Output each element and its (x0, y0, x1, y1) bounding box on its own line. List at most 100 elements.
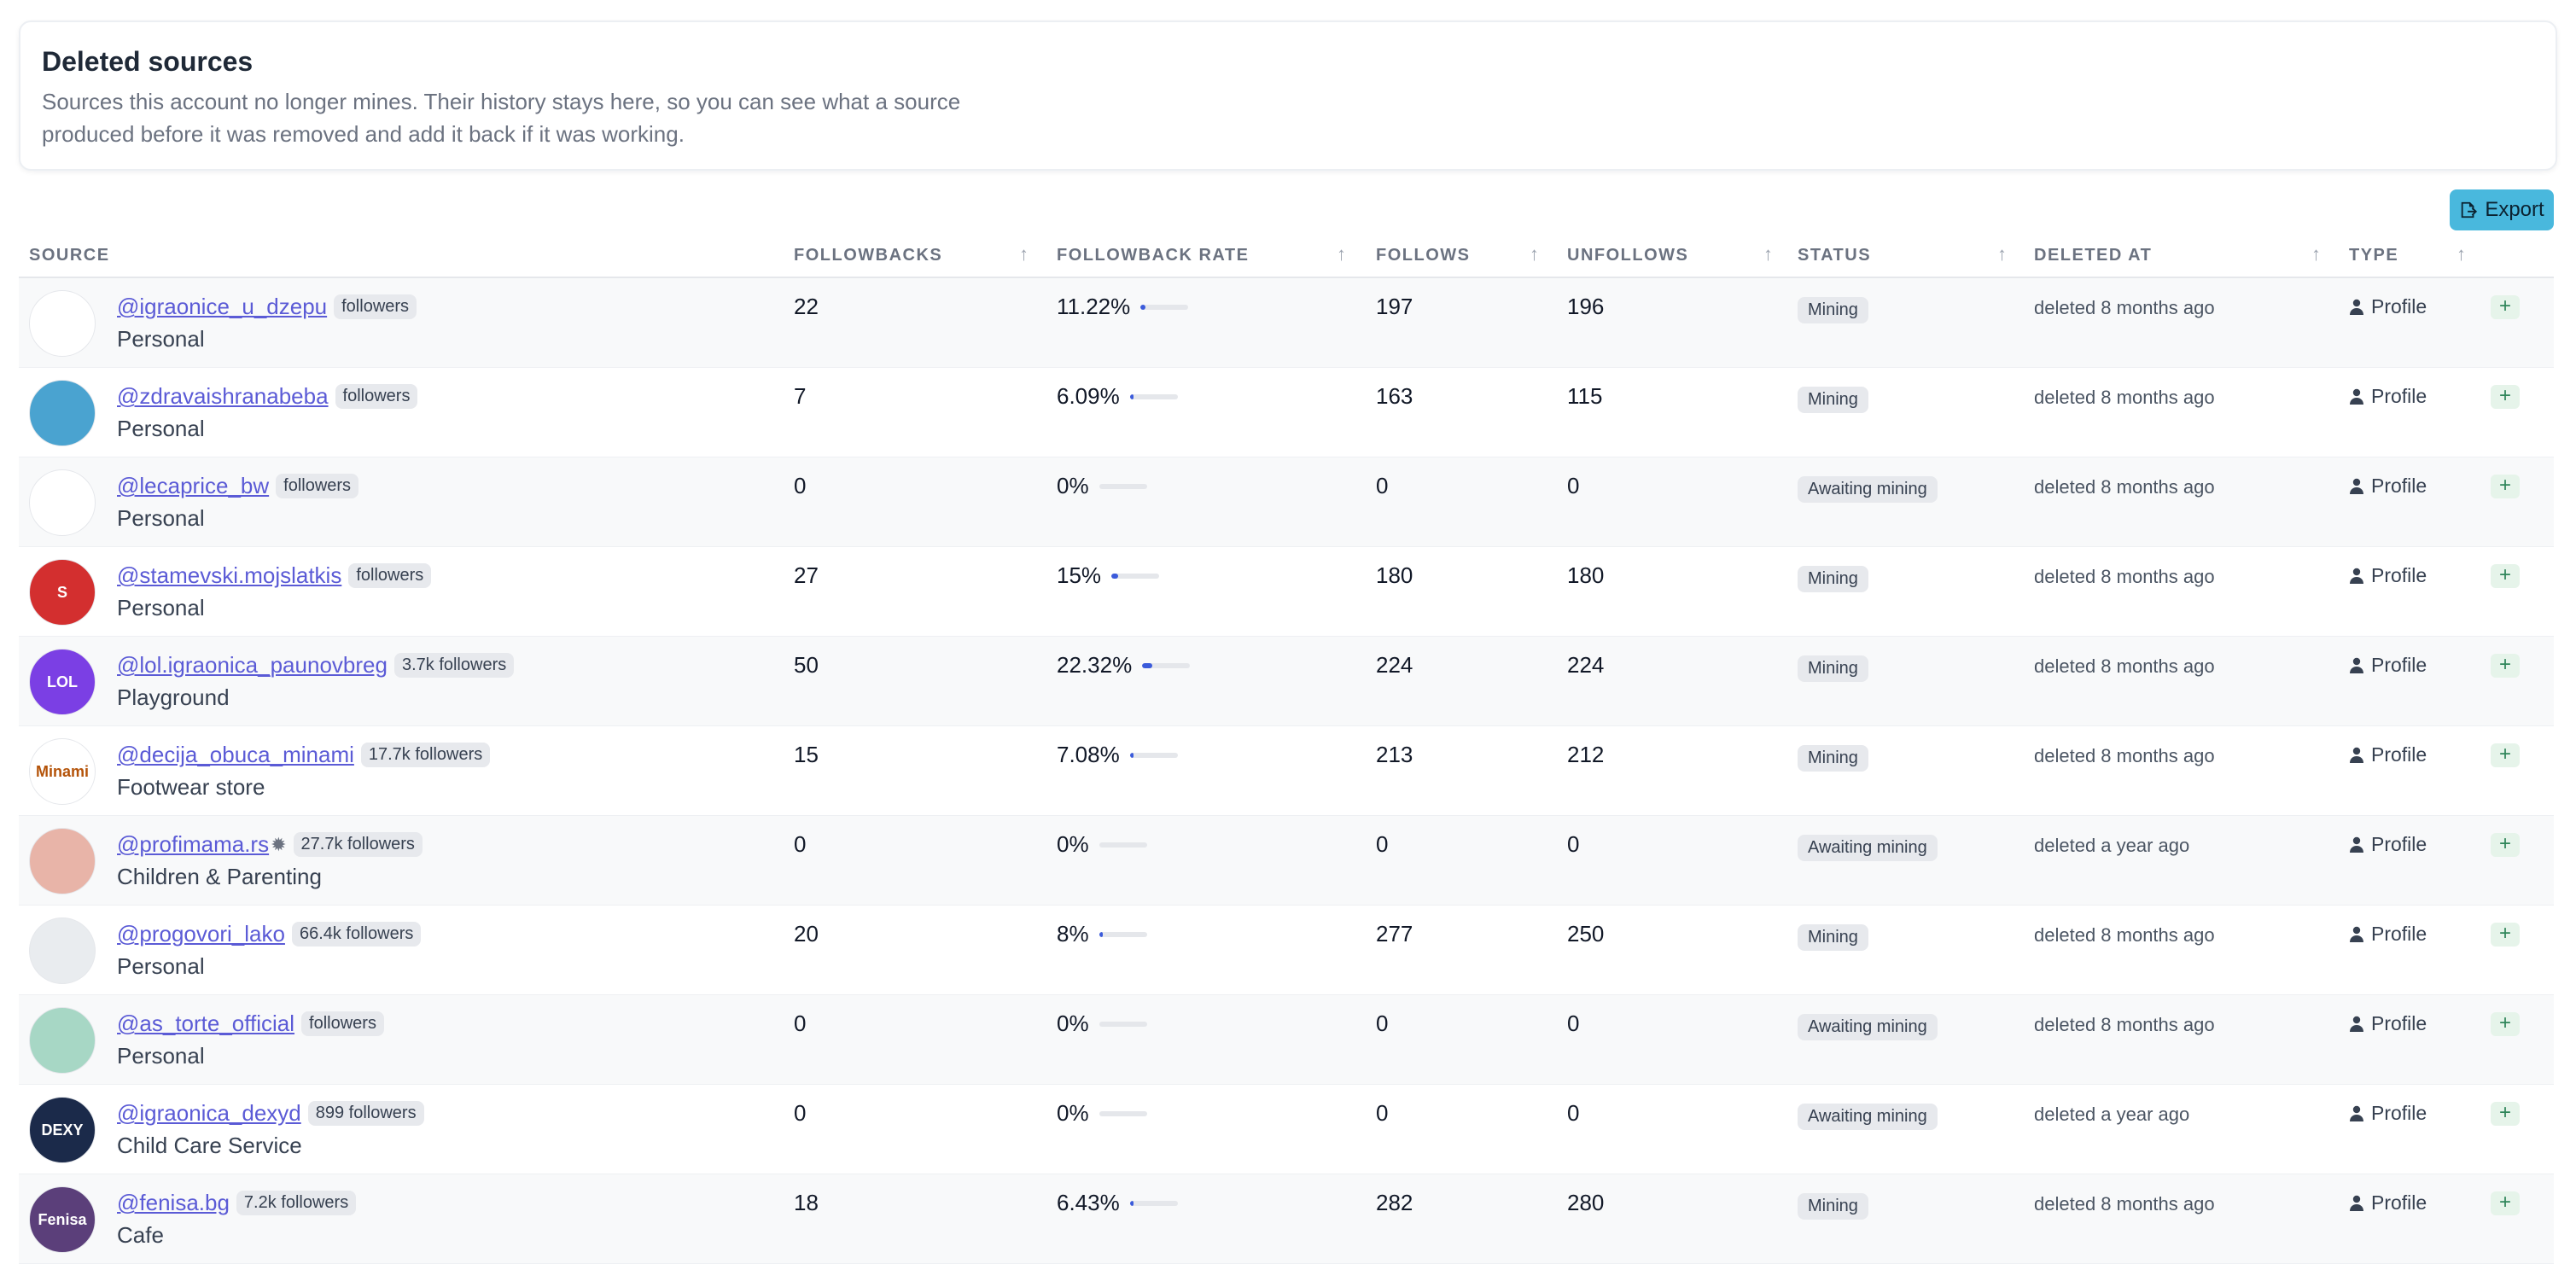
source-link[interactable]: @stamevski.mojslatkis (117, 562, 342, 588)
type-label: Profile (2371, 833, 2427, 855)
followback-rate: 22.32% (1057, 652, 1191, 679)
source-category: Playground (117, 684, 230, 710)
followers-badge: followers (276, 474, 359, 498)
col-deleted-at[interactable]: DELETED AT (2034, 246, 2153, 265)
deleted-at-value: deleted a year ago (2034, 835, 2190, 856)
avatar (29, 1007, 96, 1074)
export-button[interactable]: Export (2450, 189, 2554, 230)
add-source-back-button[interactable]: + (2491, 654, 2520, 678)
unfollows-value: 196 (1567, 294, 1605, 319)
source-category: Personal (117, 595, 205, 620)
col-source: SOURCE (29, 246, 110, 265)
deleted-at-value: deleted 8 months ago (2034, 1014, 2215, 1035)
unfollows-value: 180 (1567, 562, 1605, 588)
source-link[interactable]: @profimama.rs (117, 831, 270, 857)
sort-status-icon[interactable]: ↑ (1997, 243, 2007, 265)
type-label: Profile (2371, 1012, 2427, 1034)
add-source-back-button[interactable]: + (2491, 475, 2520, 498)
col-followback-rate[interactable]: FOLLOWBACK RATE (1057, 246, 1250, 265)
table-row: Fenisa @fenisa.bg 7.2k followers Cafe 18… (19, 1174, 2554, 1264)
source-link[interactable]: @lol.igraonica_paunovbreg (117, 652, 388, 678)
sort-type-icon[interactable]: ↑ (2457, 243, 2466, 265)
followback-rate: 0% (1057, 1011, 1147, 1037)
avatar-text: Fenisa (38, 1210, 87, 1228)
add-source-back-button[interactable]: + (2491, 923, 2520, 947)
source-category: Personal (117, 505, 205, 531)
followers-badge: 899 followers (307, 1101, 424, 1126)
add-source-back-button[interactable]: + (2491, 385, 2520, 409)
followback-rate: 0% (1057, 1100, 1147, 1127)
col-follows[interactable]: FOLLOWS (1376, 246, 1471, 265)
user-icon (2350, 747, 2363, 763)
type-cell: Profile (2349, 833, 2427, 856)
type-cell: Profile (2349, 654, 2427, 677)
avatar: LOL (29, 649, 96, 715)
user-icon (2350, 1016, 2363, 1032)
sort-followback-rate-icon[interactable]: ↑ (1337, 243, 1346, 265)
deleted-at-value: deleted 8 months ago (2034, 655, 2215, 677)
source-link[interactable]: @as_torte_official (117, 1011, 295, 1036)
sort-unfollows-icon[interactable]: ↑ (1763, 243, 1773, 265)
type-cell: Profile (2349, 1012, 2427, 1035)
avatar: DEXY (29, 1097, 96, 1163)
type-cell: Profile (2349, 385, 2427, 408)
source-link[interactable]: @zdravaishranabeba (117, 383, 329, 409)
follows-value: 224 (1376, 652, 1413, 678)
add-source-back-button[interactable]: + (2491, 1102, 2520, 1126)
table-row: Minami @decija_obuca_minami 17.7k follow… (19, 726, 2554, 816)
col-status[interactable]: STATUS (1798, 246, 1872, 265)
rate-progress-bar (1129, 752, 1178, 758)
user-icon (2350, 388, 2363, 405)
source-link[interactable]: @decija_obuca_minami (117, 742, 354, 767)
type-cell: Profile (2349, 295, 2427, 318)
source-link[interactable]: @progovori_lako (117, 921, 285, 947)
source-category: Child Care Service (117, 1133, 302, 1158)
add-source-back-button[interactable]: + (2491, 564, 2520, 588)
table-row: @igraonice_u_dzepu followers Personal 22… (19, 278, 2554, 368)
source-category: Personal (117, 953, 205, 979)
followback-rate: 15% (1057, 562, 1160, 589)
user-icon (2350, 299, 2363, 315)
sort-follows-icon[interactable]: ↑ (1530, 243, 1539, 265)
add-source-back-button[interactable]: + (2491, 743, 2520, 767)
followback-rate: 0% (1057, 473, 1147, 499)
user-icon (2350, 657, 2363, 673)
rate-value: 15% (1057, 562, 1102, 588)
type-label: Profile (2371, 743, 2427, 766)
page-description: Sources this account no longer mines. Th… (42, 89, 961, 147)
add-source-back-button[interactable]: + (2491, 1012, 2520, 1036)
followbacks-value: 18 (794, 1190, 819, 1215)
rate-progress-bar (1099, 1110, 1147, 1116)
rate-value: 22.32% (1057, 652, 1133, 678)
avatar: S (29, 559, 96, 626)
source-link[interactable]: @igraonica_dexyd (117, 1100, 301, 1126)
sort-followbacks-icon[interactable]: ↑ (1019, 243, 1029, 265)
sort-deleted-at-icon[interactable]: ↑ (2311, 243, 2321, 265)
add-source-back-button[interactable]: + (2491, 295, 2520, 319)
followbacks-value: 7 (794, 383, 807, 409)
col-type[interactable]: TYPE (2349, 246, 2399, 265)
unfollows-value: 0 (1567, 831, 1580, 857)
rate-value: 7.08% (1057, 742, 1120, 767)
source-handle-line: @lecaprice_bw followers (117, 473, 359, 499)
rate-progress-bar (1129, 393, 1178, 399)
user-icon (2350, 1195, 2363, 1211)
add-source-back-button[interactable]: + (2491, 833, 2520, 857)
col-unfollows[interactable]: UNFOLLOWS (1567, 246, 1689, 265)
user-icon (2350, 1105, 2363, 1121)
col-followbacks[interactable]: FOLLOWBACKS (794, 246, 943, 265)
avatar-text: S (56, 583, 67, 601)
followbacks-value: 0 (794, 831, 807, 857)
avatar (29, 917, 96, 984)
follows-value: 213 (1376, 742, 1413, 767)
followers-badge: 17.7k followers (360, 743, 491, 767)
avatar-text: DEXY (41, 1121, 84, 1139)
source-link[interactable]: @fenisa.bg (117, 1190, 230, 1215)
add-source-back-button[interactable]: + (2491, 1191, 2520, 1215)
rate-value: 11.22% (1057, 294, 1131, 319)
source-link[interactable]: @lecaprice_bw (117, 473, 270, 498)
table-row: @lecaprice_bw followers Personal 0 0% 0 … (19, 457, 2554, 547)
rate-value: 0% (1057, 1100, 1089, 1126)
source-link[interactable]: @igraonice_u_dzepu (117, 294, 328, 319)
rate-value: 6.09% (1057, 383, 1120, 409)
